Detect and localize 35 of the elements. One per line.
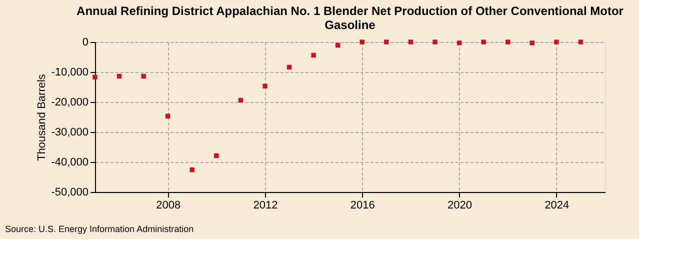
- point: [530, 40, 534, 46]
- point: [554, 40, 559, 44]
- point: [432, 40, 438, 44]
- point: [166, 114, 170, 118]
- point: [408, 40, 414, 44]
- point: [262, 84, 268, 88]
- point: [481, 40, 486, 44]
- y-tick-label: -10,000: [51, 66, 88, 78]
- y-tick-label: 0: [82, 36, 88, 48]
- x-tick-label: 2012: [253, 200, 278, 212]
- x-tick-label: 2008: [156, 200, 181, 212]
- source-note: Source: U.S. Energy Information Administration: [5, 224, 194, 234]
- x-tick-label: 2016: [350, 200, 375, 212]
- point: [336, 42, 340, 48]
- point: [141, 74, 146, 79]
- point: [190, 167, 194, 172]
- point: [116, 74, 122, 79]
- point: [238, 98, 244, 103]
- x-tick-label: 2024: [544, 200, 570, 212]
- y-axis-title: Thousand Barrels: [36, 74, 48, 161]
- point: [384, 40, 389, 44]
- point: [456, 40, 462, 46]
- y-tick-label: -40,000: [51, 156, 88, 168]
- point: [286, 64, 292, 70]
- y-tick-label: -20,000: [51, 96, 88, 108]
- x-tick-label: 2020: [448, 200, 472, 212]
- y-tick-label: -50,000: [51, 186, 88, 198]
- point: [506, 40, 510, 44]
- point: [311, 52, 316, 58]
- point: [92, 74, 98, 80]
- y-tick-label: -30,000: [51, 126, 88, 138]
- point: [214, 153, 219, 158]
- chart-title: Annual Refining District Appalachian No. 1 Blender Net Production of Other Conventional Motor Gasoline: [76, 4, 624, 32]
- point: [578, 40, 584, 44]
- point: [360, 40, 364, 44]
